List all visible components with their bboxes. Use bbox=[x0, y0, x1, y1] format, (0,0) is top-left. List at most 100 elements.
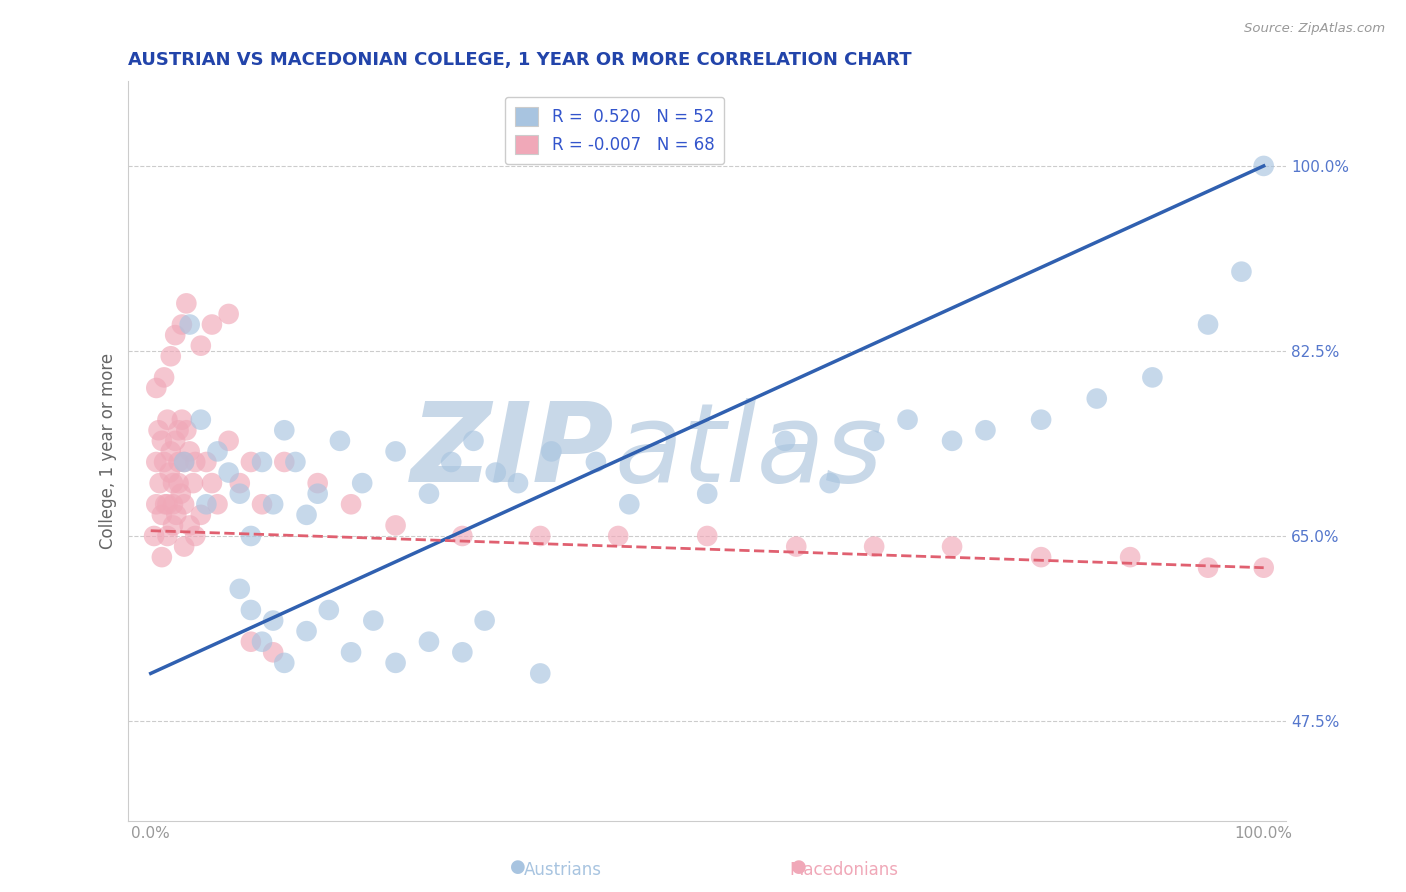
Point bbox=[384, 444, 406, 458]
Point bbox=[179, 444, 201, 458]
Point bbox=[156, 412, 179, 426]
Point bbox=[173, 455, 195, 469]
Point bbox=[239, 603, 262, 617]
Point bbox=[540, 444, 562, 458]
Point bbox=[159, 444, 181, 458]
Point bbox=[307, 486, 329, 500]
Point bbox=[250, 497, 273, 511]
Point bbox=[159, 466, 181, 480]
Point bbox=[974, 423, 997, 437]
Point bbox=[173, 497, 195, 511]
Point bbox=[818, 476, 841, 491]
Point bbox=[229, 582, 252, 596]
Text: Source: ZipAtlas.com: Source: ZipAtlas.com bbox=[1244, 22, 1385, 36]
Point bbox=[1142, 370, 1164, 384]
Point bbox=[176, 296, 198, 310]
Point bbox=[273, 423, 295, 437]
Point bbox=[170, 486, 193, 500]
Point bbox=[207, 444, 229, 458]
Point bbox=[165, 434, 187, 448]
Point bbox=[145, 497, 167, 511]
Point bbox=[529, 666, 551, 681]
Point bbox=[529, 529, 551, 543]
Point bbox=[150, 508, 173, 522]
Point bbox=[250, 634, 273, 648]
Point bbox=[451, 645, 474, 659]
Point bbox=[607, 529, 630, 543]
Point bbox=[295, 624, 318, 639]
Y-axis label: College, 1 year or more: College, 1 year or more bbox=[100, 353, 117, 549]
Point bbox=[173, 540, 195, 554]
Point bbox=[165, 328, 187, 343]
Point bbox=[485, 466, 508, 480]
Point bbox=[162, 476, 184, 491]
Point bbox=[159, 349, 181, 363]
Point bbox=[941, 434, 963, 448]
Point bbox=[229, 476, 252, 491]
Point bbox=[696, 486, 718, 500]
Point bbox=[179, 518, 201, 533]
Point bbox=[418, 486, 440, 500]
Point bbox=[418, 634, 440, 648]
Point bbox=[170, 318, 193, 332]
Point bbox=[239, 634, 262, 648]
Point bbox=[179, 318, 201, 332]
Point bbox=[363, 614, 385, 628]
Point bbox=[1029, 550, 1052, 565]
Point bbox=[239, 529, 262, 543]
Point bbox=[474, 614, 496, 628]
Point bbox=[162, 497, 184, 511]
Point bbox=[170, 412, 193, 426]
Point bbox=[148, 423, 170, 437]
Text: AUSTRIAN VS MACEDONIAN COLLEGE, 1 YEAR OR MORE CORRELATION CHART: AUSTRIAN VS MACEDONIAN COLLEGE, 1 YEAR O… bbox=[128, 51, 912, 69]
Point bbox=[153, 497, 176, 511]
Point bbox=[167, 423, 190, 437]
Point bbox=[863, 434, 886, 448]
Legend: R =  0.520   N = 52, R = -0.007   N = 68: R = 0.520 N = 52, R = -0.007 N = 68 bbox=[505, 97, 724, 164]
Point bbox=[165, 508, 187, 522]
Point bbox=[1253, 560, 1275, 574]
Point bbox=[149, 476, 172, 491]
Point bbox=[384, 518, 406, 533]
Point bbox=[153, 370, 176, 384]
Point bbox=[201, 476, 224, 491]
Point bbox=[440, 455, 463, 469]
Point bbox=[207, 497, 229, 511]
Point bbox=[239, 455, 262, 469]
Point bbox=[1253, 159, 1275, 173]
Text: atlas: atlas bbox=[614, 398, 883, 505]
Point bbox=[262, 497, 284, 511]
Text: ZIP: ZIP bbox=[411, 398, 614, 505]
Point bbox=[340, 645, 363, 659]
Point bbox=[153, 455, 176, 469]
Point bbox=[181, 476, 204, 491]
Point bbox=[1085, 392, 1108, 406]
Point bbox=[201, 318, 224, 332]
Point bbox=[145, 455, 167, 469]
Point bbox=[250, 455, 273, 469]
Text: ●: ● bbox=[509, 858, 526, 876]
Point bbox=[1230, 265, 1253, 279]
Point bbox=[184, 529, 207, 543]
Point bbox=[1029, 412, 1052, 426]
Point bbox=[176, 423, 198, 437]
Point bbox=[1197, 318, 1219, 332]
Point bbox=[156, 529, 179, 543]
Point bbox=[384, 656, 406, 670]
Point bbox=[284, 455, 307, 469]
Point bbox=[262, 614, 284, 628]
Point bbox=[167, 455, 190, 469]
Point bbox=[190, 339, 212, 353]
Point bbox=[229, 486, 252, 500]
Point bbox=[273, 455, 295, 469]
Point bbox=[506, 476, 529, 491]
Point bbox=[173, 455, 195, 469]
Text: ●: ● bbox=[790, 858, 807, 876]
Point bbox=[863, 540, 886, 554]
Point bbox=[329, 434, 352, 448]
Point bbox=[451, 529, 474, 543]
Point bbox=[190, 508, 212, 522]
Point bbox=[785, 540, 807, 554]
Point bbox=[218, 434, 240, 448]
Point bbox=[150, 434, 173, 448]
